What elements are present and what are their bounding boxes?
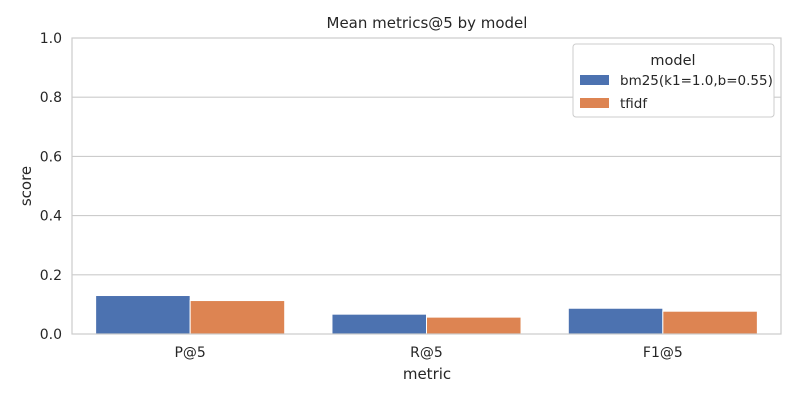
bar-bm25-f1at5 bbox=[567, 307, 664, 335]
x-axis-label: metric bbox=[403, 365, 451, 383]
x-tick-label: P@5 bbox=[174, 345, 205, 361]
x-tick-labels: P@5 R@5 F1@5 bbox=[174, 345, 682, 361]
bar-bm25-rat5 bbox=[331, 313, 428, 335]
bars bbox=[95, 295, 758, 335]
legend-swatch-tfidf bbox=[580, 98, 609, 108]
legend-title: model bbox=[650, 53, 695, 69]
bar-tfidf-rat5 bbox=[426, 316, 522, 335]
bar-tfidf-pat5 bbox=[189, 300, 286, 335]
x-tick-label: F1@5 bbox=[643, 345, 683, 361]
x-tick-label: R@5 bbox=[410, 345, 443, 361]
y-axis-label: score bbox=[17, 166, 35, 206]
legend-box bbox=[572, 43, 775, 118]
bar-bm25-pat5 bbox=[95, 295, 191, 335]
y-tick-label: 1.0 bbox=[40, 31, 62, 47]
legend-label-bm25: bm25(k1=1.0,b=0.55) bbox=[620, 73, 773, 89]
bar-tfidf-f1at5 bbox=[662, 310, 758, 335]
legend: model bm25(k1=1.0,b=0.55) tfidf bbox=[572, 43, 775, 118]
legend-label-tfidf: tfidf bbox=[620, 96, 648, 112]
chart-title: Mean metrics@5 by model bbox=[327, 14, 528, 32]
y-tick-label: 0.0 bbox=[40, 327, 62, 343]
y-tick-label: 0.6 bbox=[40, 149, 62, 165]
y-tick-label: 0.8 bbox=[40, 90, 62, 106]
y-tick-label: 0.2 bbox=[40, 268, 62, 284]
y-tick-labels: 0.0 0.2 0.4 0.6 0.8 1.0 bbox=[40, 31, 62, 343]
plot-frame bbox=[71, 37, 782, 335]
y-tick-label: 0.4 bbox=[40, 209, 62, 225]
legend-swatch-bm25 bbox=[580, 75, 609, 85]
